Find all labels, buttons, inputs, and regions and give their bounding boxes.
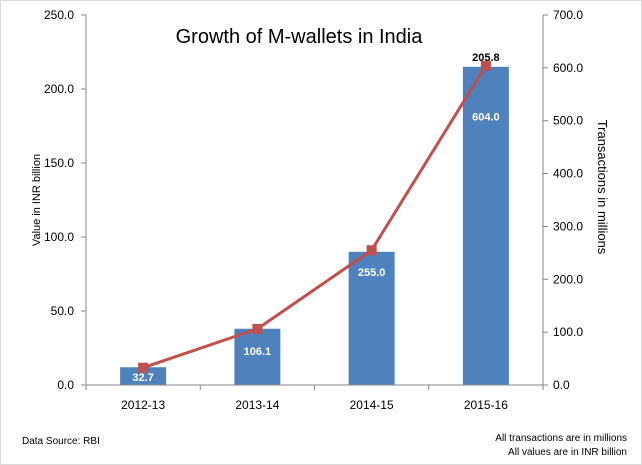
data-labels: 32.7 106.1 255.0 205.8 604.0 — [132, 52, 499, 384]
chart-title: Growth of M-wallets in India — [176, 26, 424, 48]
right-tick-label: 500.0 — [553, 114, 583, 128]
bar-data-label: 32.7 — [132, 372, 153, 384]
x-tick-label: 2015-16 — [464, 398, 508, 412]
series-line — [142, 64, 488, 370]
left-tick-label: 150.0 — [44, 156, 74, 170]
right-tick-label: 0.0 — [553, 378, 570, 392]
line-point — [252, 323, 263, 334]
line-point — [138, 362, 149, 373]
right-axis-title: Transactions in millions — [595, 120, 610, 255]
right-tick-label: 100.0 — [553, 325, 583, 339]
line-series — [138, 60, 491, 373]
left-tick-label: 200.0 — [44, 82, 74, 96]
left-y-axis: 0.0 50.0 100.0 150.0 200.0 250.0 — [44, 8, 86, 392]
bar — [462, 66, 509, 386]
x-tick-label: 2013-14 — [235, 398, 279, 412]
bar — [120, 367, 167, 385]
left-tick-label: 100.0 — [44, 230, 74, 244]
left-tick-label: 250.0 — [44, 8, 74, 22]
right-tick-label: 200.0 — [553, 272, 583, 286]
right-tick-label: 300.0 — [553, 219, 583, 233]
right-tick-label: 700.0 — [553, 8, 583, 22]
right-tick-label: 600.0 — [553, 61, 583, 75]
right-tick-label: 400.0 — [553, 167, 583, 181]
left-tick-label: 0.0 — [57, 378, 74, 392]
left-tick-label: 50.0 — [51, 304, 75, 318]
bar — [348, 251, 395, 385]
x-tick-label: 2012-13 — [121, 398, 165, 412]
x-tick-label: 2014-15 — [350, 398, 394, 412]
bar — [234, 328, 281, 385]
line-point — [480, 60, 491, 71]
data-source-note: Data Source: RBI — [22, 436, 100, 447]
line-data-label: 604.0 — [472, 112, 500, 124]
line-point — [366, 245, 377, 256]
values-note: All values are in INR billion — [508, 447, 627, 458]
bar-data-label: 255.0 — [358, 267, 386, 279]
x-axis: 2012-13 2013-14 2014-15 2015-16 — [85, 385, 544, 412]
right-y-axis: 0.0 100.0 200.0 300.0 400.0 500.0 600.0 700.0 — [543, 8, 583, 392]
bar-data-label: 106.1 — [244, 346, 272, 358]
transactions-note: All transactions are in millions — [495, 433, 627, 444]
left-axis-title: Value in INR billion — [31, 154, 43, 246]
bar-data-label: 205.8 — [472, 52, 500, 64]
bar-series — [120, 66, 509, 386]
